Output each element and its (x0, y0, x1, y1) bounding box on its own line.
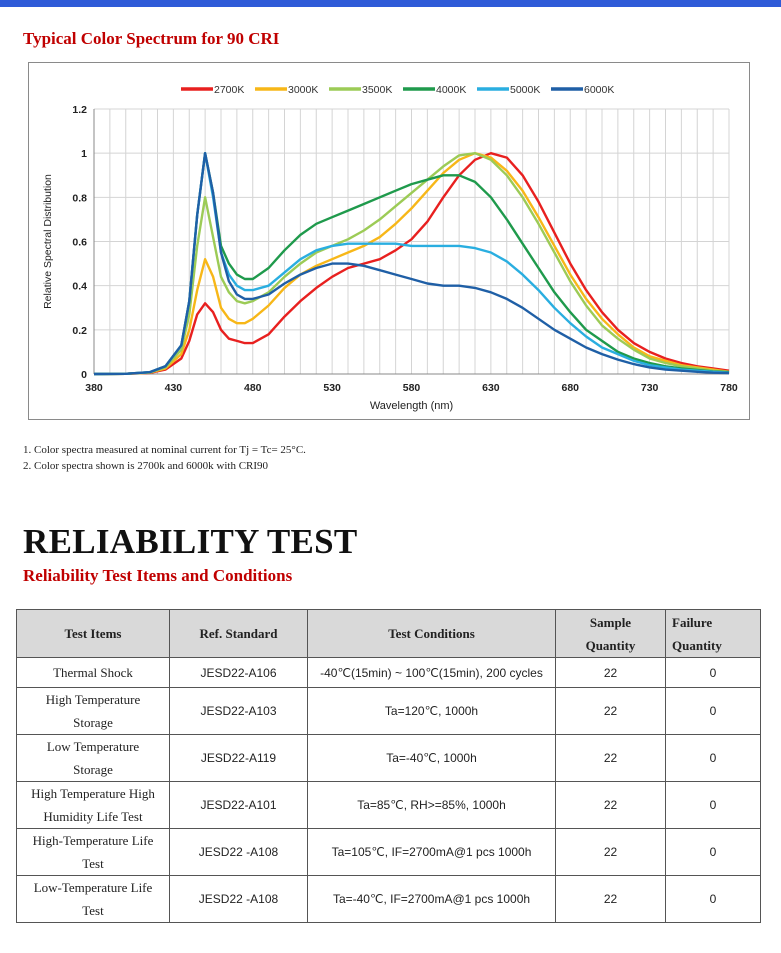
header-sample-quantity: Sample Quantity (555, 609, 666, 658)
legend-label-4000k: 4000K (436, 84, 466, 96)
test-item-line: High-Temperature Life (32, 833, 154, 848)
cell-test-item: Low Temperature Storage (16, 734, 170, 782)
series-line-3000k (93, 152, 730, 376)
spectrum-notes: 1. Color spectra measured at nominal cur… (23, 442, 306, 474)
header-ref-standard: Ref. Standard (169, 609, 308, 658)
cell-sample-quantity: 22 (555, 828, 666, 876)
table-row: High Temperature Storage JESD22-A103 Ta=… (16, 687, 761, 735)
header-test-items: Test Items (16, 609, 170, 658)
series-line-2700k (93, 152, 730, 376)
legend-label-6000k: 6000K (584, 84, 614, 96)
legend-label-5000k: 5000K (510, 84, 540, 96)
x-tick-label: 730 (641, 382, 659, 394)
table-row: Thermal Shock JESD22-A106 -40℃(15min) ~ … (16, 657, 761, 688)
cell-failure-quantity: 0 (665, 828, 761, 876)
spectrum-section-title: Typical Color Spectrum for 90 CRI (23, 29, 280, 48)
x-tick-label: 780 (720, 382, 738, 394)
cell-failure-quantity: 0 (665, 734, 761, 782)
y-axis-label: Relative Spectral Distribution (42, 174, 54, 309)
cell-ref-standard: JESD22 -A108 (169, 875, 308, 923)
table-row: High Temperature High Humidity Life Test… (16, 781, 761, 829)
y-tick-label: 1.2 (72, 104, 87, 116)
table-row: High-Temperature Life Test JESD22 -A108 … (16, 828, 761, 876)
legend-label-3500k: 3500K (362, 84, 392, 96)
cell-failure-quantity: 0 (665, 687, 761, 735)
note-1: 1. Color spectra measured at nominal cur… (23, 444, 306, 456)
cell-failure-quantity: 0 (665, 781, 761, 829)
header-test-conditions: Test Conditions (307, 609, 556, 658)
header-failure-line1: Failure (672, 614, 713, 630)
cell-sample-quantity: 22 (555, 875, 666, 923)
cell-ref-standard: JESD22-A101 (169, 781, 308, 829)
x-tick-label: 430 (165, 382, 183, 394)
legend-label-2700k: 2700K (214, 84, 244, 96)
chart-series (93, 152, 730, 376)
series-line-3500k (93, 152, 730, 376)
cell-test-conditions: -40℃(15min) ~ 100℃(15min), 200 cycles (307, 657, 556, 688)
header-sample-line1: Sample (589, 614, 632, 630)
cell-test-item: High Temperature Storage (16, 687, 170, 735)
cell-ref-standard: JESD22-A119 (169, 734, 308, 782)
test-item-line: Storage (73, 762, 113, 777)
spectrum-chart: 0 0.2 0.4 0.6 0.8 1 1.2 380 430 480 530 580 630 680 73… (28, 62, 750, 420)
table-row: Low-Temperature Life Test JESD22 -A108 T… (16, 875, 761, 923)
cell-ref-standard: JESD22-A103 (169, 687, 308, 735)
x-axis-label: Wavelength (nm) (370, 400, 453, 412)
cell-test-item: High Temperature High Humidity Life Test (16, 781, 170, 829)
test-item-line: Test (82, 903, 104, 918)
test-item-line: High Temperature High (31, 786, 155, 801)
y-tick-label: 0.2 (72, 325, 87, 337)
cell-sample-quantity: 22 (555, 657, 666, 688)
header-failure-line2: Quantity (672, 637, 722, 653)
test-item-line: Storage (73, 715, 113, 730)
top-accent-bar (0, 0, 781, 7)
test-item-line: Low Temperature (46, 739, 140, 754)
reliability-subtitle: Reliability Test Items and Conditions (23, 566, 293, 585)
test-item-line: High Temperature (45, 692, 141, 707)
header-failure-quantity: Failure Quantity (665, 609, 761, 658)
reliability-table: Test Items Ref. Standard Test Conditions… (16, 609, 761, 923)
header-sample-line2: Quantity (585, 637, 636, 653)
table-header-row: Test Items Ref. Standard Test Conditions… (16, 609, 761, 658)
x-tick-label: 480 (244, 382, 262, 394)
cell-failure-quantity: 0 (665, 875, 761, 923)
test-item-line: Humidity Life Test (43, 809, 143, 824)
cell-ref-standard: JESD22 -A108 (169, 828, 308, 876)
cell-test-conditions: Ta=-40℃, IF=2700mA@1 pcs 1000h (307, 875, 556, 923)
legend-label-3000k: 3000K (288, 84, 318, 96)
cell-test-conditions: Ta=120℃, 1000h (307, 687, 556, 735)
x-tick-label: 380 (85, 382, 103, 394)
chart-grid (93, 108, 730, 375)
cell-test-conditions: Ta=105℃, IF=2700mA@1 pcs 1000h (307, 828, 556, 876)
cell-failure-quantity: 0 (665, 657, 761, 688)
cell-test-item: High-Temperature Life Test (16, 828, 170, 876)
x-tick-label: 630 (482, 382, 500, 394)
spectrum-chart-svg: 0 0.2 0.4 0.6 0.8 1 1.2 380 430 480 530 580 630 680 73… (42, 84, 738, 412)
test-item-line: Thermal Shock (53, 665, 133, 680)
y-tick-label: 0.8 (72, 192, 87, 204)
y-tick-label: 0.6 (72, 237, 87, 249)
cell-test-conditions: Ta=-40℃, 1000h (307, 734, 556, 782)
test-item-line: Test (82, 856, 104, 871)
x-tick-label: 530 (323, 382, 341, 394)
y-tick-label: 0.4 (72, 281, 87, 293)
x-tick-label: 580 (403, 382, 421, 394)
cell-sample-quantity: 22 (555, 734, 666, 782)
chart-axes: 0 0.2 0.4 0.6 0.8 1 1.2 380 430 480 530 580 630 680 73… (72, 104, 738, 394)
chart-legend: 2700K 3000K 3500K 4000K 5000K 6000K (181, 84, 614, 96)
test-item-line: Low-Temperature Life (33, 880, 153, 895)
y-tick-label: 0 (81, 369, 87, 381)
x-tick-label: 680 (561, 382, 579, 394)
cell-test-item: Thermal Shock (16, 657, 170, 688)
cell-test-conditions: Ta=85℃, RH>=85%, 1000h (307, 781, 556, 829)
y-tick-label: 1 (81, 148, 87, 160)
table-row: Low Temperature Storage JESD22-A119 Ta=-… (16, 734, 761, 782)
note-2: 2. Color spectra shown is 2700k and 6000… (23, 460, 269, 472)
series-line-6000k (93, 152, 730, 376)
cell-sample-quantity: 22 (555, 781, 666, 829)
cell-sample-quantity: 22 (555, 687, 666, 735)
cell-test-item: Low-Temperature Life Test (16, 875, 170, 923)
cell-ref-standard: JESD22-A106 (169, 657, 308, 688)
reliability-title: RELIABILITY TEST (23, 522, 358, 561)
